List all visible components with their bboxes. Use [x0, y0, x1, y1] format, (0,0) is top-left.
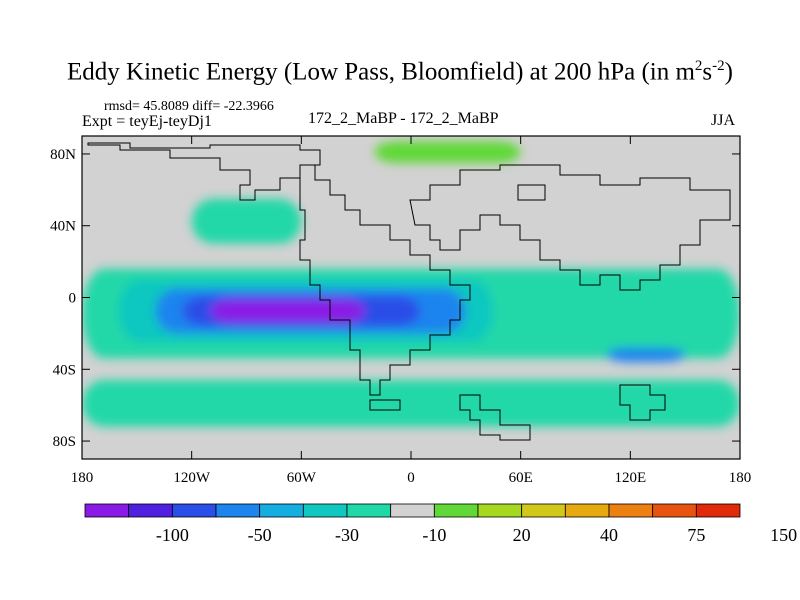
x-tick-label: 60E	[509, 470, 533, 486]
plot-area	[82, 136, 740, 459]
colorbar-swatch	[171, 503, 217, 518]
x-tick-label: 120W	[173, 470, 211, 486]
colorbar-label: -50	[248, 525, 272, 545]
title-text: Eddy Kinetic Energy (Low Pass, Bloomfiel…	[67, 58, 695, 86]
season-label: JJA	[711, 112, 736, 129]
colorbar-swatch	[564, 503, 610, 518]
coastline-outline-3	[87, 142, 321, 201]
y-tick-label: 40N	[50, 219, 76, 235]
x-tick-label: 180	[71, 470, 94, 486]
coastline-outline-4	[459, 394, 531, 441]
coastline-outline-7	[517, 184, 546, 201]
stats-label: rmsd= 45.8089 diff= -22.3966	[104, 99, 274, 114]
y-tick-label: 0	[69, 291, 77, 307]
field-region-tropical-core-min	[209, 299, 366, 323]
x-tick-label: 120E	[614, 470, 646, 486]
field-region-arctic-green	[374, 141, 521, 163]
colorbar-label: 20	[513, 525, 531, 545]
colorbar-swatch	[652, 503, 697, 518]
y-tick-label: 40S	[53, 362, 76, 378]
unit-mid: s	[702, 58, 713, 86]
colorbar-swatch	[521, 503, 566, 518]
colorbar-label: 40	[600, 525, 618, 545]
field-region-north-pacific-patch	[191, 198, 302, 244]
field-region-south-indian-ocean-low	[606, 347, 686, 363]
colorbar-swatch	[84, 503, 130, 518]
colorbar-swatch	[215, 503, 261, 518]
colorbar: -100 -50 -30 -10 20 40 75 150	[84, 503, 797, 545]
y-tick-label: 80N	[50, 147, 76, 163]
coastline-outline-1	[299, 164, 471, 396]
colorbar-swatch	[695, 503, 741, 518]
colorbar-label: 75	[687, 525, 705, 545]
coastline-outline-6	[369, 399, 401, 411]
y-tick-label: 80S	[53, 434, 76, 450]
colorbar-label: -100	[156, 525, 189, 545]
experiment-label: Expt = teyEj-teyDj1	[82, 113, 212, 130]
colorbar-swatch	[259, 503, 304, 518]
chart-title: Eddy Kinetic Energy (Low Pass, Bloomfiel…	[0, 58, 800, 86]
unit-close: )	[724, 58, 733, 86]
x-axis: 180 120W 60W 0 60E 120E 180	[71, 136, 752, 486]
unit-superscript-2: -2	[712, 58, 725, 74]
colorbar-swatch	[608, 503, 654, 518]
field-region-southern-ocean-band	[82, 380, 740, 427]
colorbar-label: -30	[335, 525, 359, 545]
colorbar-swatch	[390, 503, 435, 518]
x-tick-label: 0	[407, 470, 415, 486]
unit-superscript-1: 2	[694, 58, 703, 74]
colorbar-swatch	[433, 503, 479, 518]
y-axis: 80N 40N 0 40S 80S	[50, 147, 740, 450]
coastline-outline-5	[619, 384, 666, 421]
colorbar-swatch	[302, 503, 348, 518]
coastlines	[87, 142, 731, 441]
x-tick-label: 180	[729, 470, 752, 486]
colorbar-swatch	[128, 503, 173, 518]
run-label: 172_2_MaBP - 172_2_MaBP	[308, 110, 499, 127]
coastline-outline-2	[409, 164, 731, 291]
colorbar-swatch	[477, 503, 523, 518]
field-layer	[82, 141, 740, 427]
x-tick-label: 60W	[287, 470, 317, 486]
colorbar-label: 150	[770, 525, 797, 545]
colorbar-swatch	[346, 503, 392, 518]
colorbar-label: -10	[422, 525, 446, 545]
